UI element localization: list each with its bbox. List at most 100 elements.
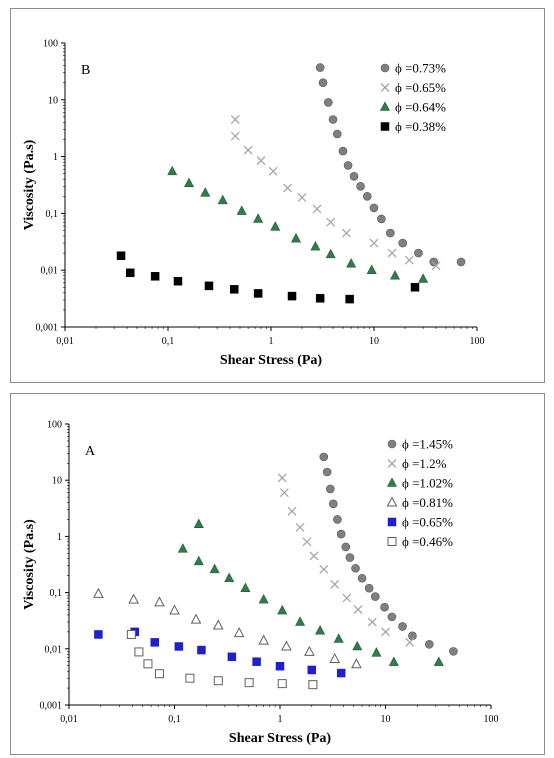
chart-b-series-0-point bbox=[349, 171, 359, 181]
chart-a-series-1-point bbox=[302, 537, 312, 547]
chart-b-series-1-point bbox=[341, 228, 351, 238]
chart-a-series-3-point bbox=[329, 652, 341, 663]
chart-b-series-0-point bbox=[429, 257, 439, 267]
chart-panel-a: 0,001 0,01 0,1 1 10 100 0,01 0,1 1 10 100 Shear Str… bbox=[10, 393, 545, 755]
chart-a-series-0-point bbox=[319, 452, 329, 462]
chart-b-series-0-point bbox=[338, 146, 348, 156]
chart-a-series-1-point bbox=[287, 506, 297, 516]
chart-b-x-tick-label: 0,1 bbox=[162, 336, 175, 347]
chart-b-series-2-point bbox=[346, 258, 357, 268]
chart-a-series-5-point bbox=[213, 676, 223, 686]
chart-b-series-0-point bbox=[369, 203, 379, 213]
chart-b-legend-marker bbox=[380, 101, 390, 111]
chart-a-series-5-point bbox=[126, 629, 136, 639]
chart-b-series-1-point bbox=[297, 193, 307, 203]
chart-b-series-3-point bbox=[116, 251, 126, 260]
chart-a-series-3-point bbox=[93, 587, 104, 598]
chart-a-series-0-point bbox=[341, 542, 351, 552]
chart-b-series-1-point bbox=[404, 255, 414, 265]
chart-a-x-tick-label: 10 bbox=[381, 714, 391, 725]
chart-b-series-1-point bbox=[243, 145, 253, 155]
chart-a-series-4-point bbox=[150, 638, 160, 647]
chart-a-series-4-point bbox=[227, 652, 237, 662]
chart-b-series-3-point bbox=[125, 268, 135, 278]
chart-a-series-4-point bbox=[307, 665, 317, 675]
chart-b-x-tick-label: 10 bbox=[369, 336, 379, 347]
chart-a-series-4-point bbox=[94, 630, 103, 639]
chart-b-y-tick-label: 10 bbox=[48, 95, 58, 106]
chart-a-series-3-point bbox=[190, 613, 202, 624]
chart-b-panel-label: B bbox=[81, 63, 90, 78]
chart-a-series-5-point bbox=[143, 659, 153, 669]
chart-a-series-0-point bbox=[424, 640, 434, 649]
chart-b-y-tick-label: 1 bbox=[53, 152, 58, 163]
chart-b-series-2-point bbox=[270, 221, 281, 231]
chart-b-series-2-point bbox=[200, 187, 211, 197]
chart-a-series-5-point bbox=[134, 647, 144, 657]
chart-b-y-tick-label: 0,001 bbox=[36, 323, 59, 334]
chart-a-legend-marker bbox=[387, 537, 397, 546]
chart-a-x-tick-label: 100 bbox=[484, 714, 499, 725]
chart-b-series-0-point bbox=[332, 129, 342, 139]
chart-b-series-1-point bbox=[283, 183, 293, 193]
chart-b-series-0-point bbox=[323, 98, 333, 107]
chart-a-series-0-point bbox=[322, 467, 332, 477]
chart-b-legend-marker bbox=[380, 122, 390, 131]
chart-a-y-tick-label: 100 bbox=[47, 420, 62, 431]
chart-b-series-3-point bbox=[315, 294, 325, 303]
chart-b-series-0-point bbox=[398, 238, 408, 248]
chart-a-svg: 0,001 0,01 0,1 1 10 100 0,01 0,1 1 10 100 Shear Str… bbox=[22, 420, 499, 747]
chart-b-y-axis-label: Viscosity (Pa.s) bbox=[22, 139, 37, 230]
chart-a-series-2-point bbox=[333, 633, 344, 643]
chart-a-series-1-point bbox=[353, 605, 363, 614]
chart-a-series-2-point bbox=[315, 625, 326, 635]
chart-b-series-0-point bbox=[343, 161, 353, 170]
chart-b-series-3-point bbox=[204, 281, 214, 291]
chart-a-series-4-point bbox=[275, 661, 285, 671]
chart-a-series-3-point bbox=[281, 640, 292, 651]
chart-b-y-tick-label: 0,01 bbox=[41, 266, 59, 277]
chart-a-series-0-point bbox=[351, 564, 360, 573]
chart-a-series-1-point bbox=[295, 522, 305, 532]
chart-b-series-3-point bbox=[230, 285, 239, 294]
chart-b-series-0-point bbox=[386, 228, 395, 238]
chart-a-series-1-point bbox=[342, 593, 352, 603]
chart-a-series-2-point bbox=[193, 518, 204, 528]
chart-a-x-tick-label: 0,1 bbox=[168, 714, 181, 725]
chart-a-series-4-point bbox=[336, 668, 346, 678]
chart-a-y-tick-label: 10 bbox=[52, 476, 62, 487]
chart-b-series-2-point bbox=[418, 273, 429, 283]
chart-a-series-2-point bbox=[371, 647, 382, 657]
chart-b-legend-marker bbox=[380, 83, 390, 92]
chart-b-series-0-point bbox=[356, 181, 365, 191]
chart-a-series-1-point bbox=[309, 551, 319, 561]
chart-a-series-0-point bbox=[398, 622, 407, 631]
chart-a-series-0-point bbox=[345, 553, 355, 562]
chart-b-x-tick-label: 100 bbox=[470, 336, 485, 347]
chart-b-series-2-point bbox=[217, 194, 228, 205]
chart-b-series-1-point bbox=[326, 217, 336, 227]
chart-b-series-1-point bbox=[387, 248, 397, 258]
chart-b-series-3-point bbox=[410, 283, 420, 292]
chart-a-series-3-point bbox=[154, 596, 165, 607]
chart-a-series-0-point bbox=[364, 583, 374, 593]
chart-a-series-1-point bbox=[367, 617, 377, 627]
chart-b-svg: 0,001 0,01 0,1 1 10 100 0,01 0,1 1 10 100 Shear Str… bbox=[22, 39, 485, 369]
chart-a-series-3-point bbox=[304, 645, 315, 656]
chart-a-series-0-point bbox=[449, 647, 458, 656]
chart-b-series-1-point bbox=[312, 204, 322, 214]
chart-b-series-2-point bbox=[325, 248, 336, 259]
chart-a-legend-label: ϕ =0.46% bbox=[402, 534, 453, 549]
chart-a-series-2-point bbox=[352, 640, 363, 651]
chart-a-legend-label: ϕ =1.45% bbox=[402, 437, 453, 452]
chart-a-series-4-point bbox=[174, 642, 184, 651]
chart-a-legend-label: ϕ =1.2% bbox=[402, 456, 447, 471]
chart-b-series-2-point bbox=[184, 177, 195, 188]
chart-a-series-2-point bbox=[295, 616, 306, 626]
chart-b-series-0-point bbox=[328, 115, 338, 124]
chart-a-series-3-point bbox=[128, 593, 139, 604]
chart-a-series-5-point bbox=[308, 680, 318, 690]
chart-b-y-tick-label: 100 bbox=[43, 39, 58, 50]
chart-a-series-2-point bbox=[177, 543, 188, 553]
chart-panel-b: 0,001 0,01 0,1 1 10 100 0,01 0,1 1 10 100 Shear Str… bbox=[10, 8, 545, 383]
